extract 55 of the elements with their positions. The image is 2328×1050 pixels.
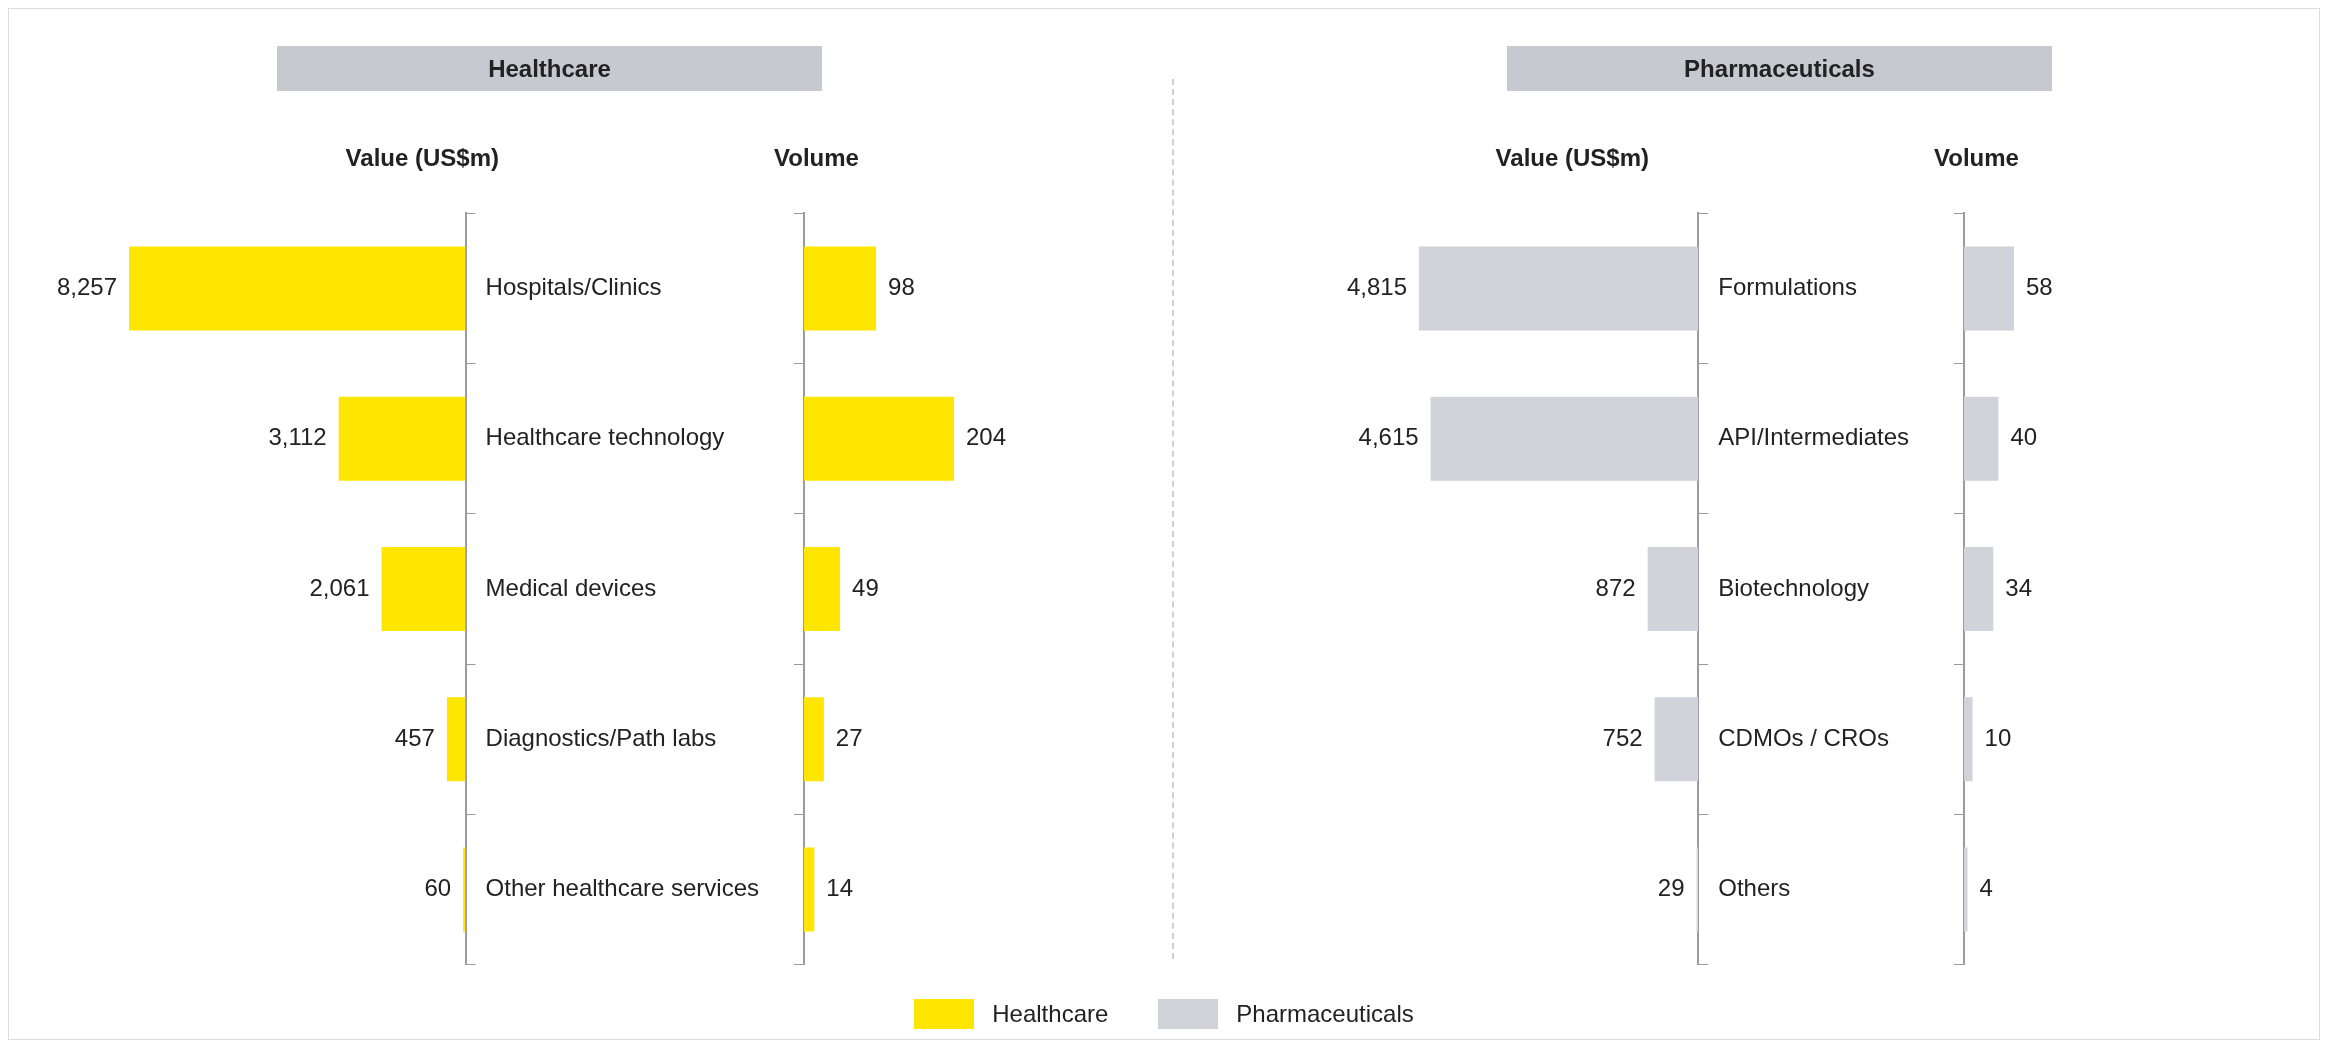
bar xyxy=(804,246,877,331)
bar xyxy=(338,396,466,481)
data-label: 29 xyxy=(1657,874,1685,902)
bar xyxy=(1654,697,1699,782)
data-label: 3,112 xyxy=(268,423,327,451)
data-label: 4,615 xyxy=(1358,423,1419,451)
bar xyxy=(1430,396,1699,481)
bar xyxy=(1964,546,1994,632)
legend-label: Pharmaceuticals xyxy=(1236,1000,1414,1028)
legend-label: Healthcare xyxy=(992,1000,1109,1028)
bar xyxy=(129,246,466,331)
y-tick-label: Hospitals/Clinics xyxy=(485,273,662,301)
bar xyxy=(1419,246,1699,331)
y-tick-label: Others xyxy=(1718,874,1791,902)
bar xyxy=(1964,697,1973,782)
x-axis-title: Volume xyxy=(774,144,860,172)
y-tick-label: Diagnostics/Path labs xyxy=(485,723,717,751)
y-tick-label: API/Intermediates xyxy=(1718,423,1910,451)
text: Pharmaceuticals xyxy=(1507,46,2052,91)
data-label: 8,257 xyxy=(56,273,117,301)
bar xyxy=(446,697,466,782)
data-label: 457 xyxy=(394,723,435,751)
data-label: 40 xyxy=(2010,423,2038,451)
bar xyxy=(381,546,466,632)
data-label: 204 xyxy=(966,423,1007,451)
bar xyxy=(1964,246,2014,331)
bar xyxy=(804,396,954,481)
data-label: 27 xyxy=(835,723,863,751)
bar xyxy=(804,847,815,932)
y-tick-label: Biotechnology xyxy=(1718,573,1870,601)
y-tick-label: Formulations xyxy=(1718,273,1857,301)
text: Healthcare xyxy=(277,46,822,91)
data-label: 98 xyxy=(888,273,915,301)
y-tick-label: CDMOs / CROs xyxy=(1718,723,1889,751)
data-label: 10 xyxy=(1984,723,2012,751)
bar xyxy=(1964,396,1999,481)
x-axis-title: Value (US$m) xyxy=(1494,144,1649,172)
y-tick-label: Other healthcare services xyxy=(485,874,760,902)
data-label: 2,061 xyxy=(309,573,370,601)
y-tick-label: Medical devices xyxy=(485,573,657,601)
x-axis-title: Volume xyxy=(1934,144,2020,172)
bar xyxy=(804,697,824,782)
data-label: 4,815 xyxy=(1346,273,1407,301)
data-label: 872 xyxy=(1595,573,1636,601)
bar xyxy=(804,546,841,632)
y-tick-label: Healthcare technology xyxy=(485,423,725,451)
data-label: 14 xyxy=(826,874,853,902)
data-label: 34 xyxy=(2005,573,2033,601)
data-label: 49 xyxy=(852,573,879,601)
bar xyxy=(1647,546,1699,632)
x-axis-title: Value (US$m) xyxy=(344,144,499,172)
data-label: 60 xyxy=(424,874,452,902)
data-label: 752 xyxy=(1602,723,1643,751)
data-label: 58 xyxy=(2026,273,2053,301)
data-label: 4 xyxy=(1979,874,1993,902)
